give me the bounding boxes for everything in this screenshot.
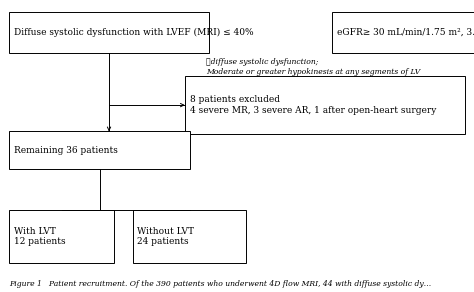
Bar — [332, 12, 474, 53]
Text: Figure 1   Patient recruitment. Of the 390 patients who underwent 4D flow MRI, 4: Figure 1 Patient recruitment. Of the 390… — [9, 280, 432, 288]
Text: 8 patients excluded
4 severe MR, 3 severe AR, 1 after open-heart surgery: 8 patients excluded 4 severe MR, 3 sever… — [190, 95, 436, 115]
Bar — [9, 210, 114, 263]
Bar — [185, 76, 465, 134]
Text: eGFR≥ 30 mL/min/1.75 m², 3…: eGFR≥ 30 mL/min/1.75 m², 3… — [337, 28, 474, 36]
Text: With LVT
12 patients: With LVT 12 patients — [14, 227, 66, 246]
Text: Remaining 36 patients: Remaining 36 patients — [14, 146, 118, 155]
Bar — [9, 131, 190, 169]
Text: ※diffuse systolic dysfunction;
Moderate or greater hypokinesis at any segments o: ※diffuse systolic dysfunction; Moderate … — [206, 58, 420, 76]
Bar — [133, 210, 246, 263]
Text: Diffuse systolic dysfunction with LVEF (MRI) ≤ 40%: Diffuse systolic dysfunction with LVEF (… — [14, 27, 254, 37]
Bar — [9, 12, 209, 53]
Text: Without LVT
24 patients: Without LVT 24 patients — [137, 227, 194, 246]
